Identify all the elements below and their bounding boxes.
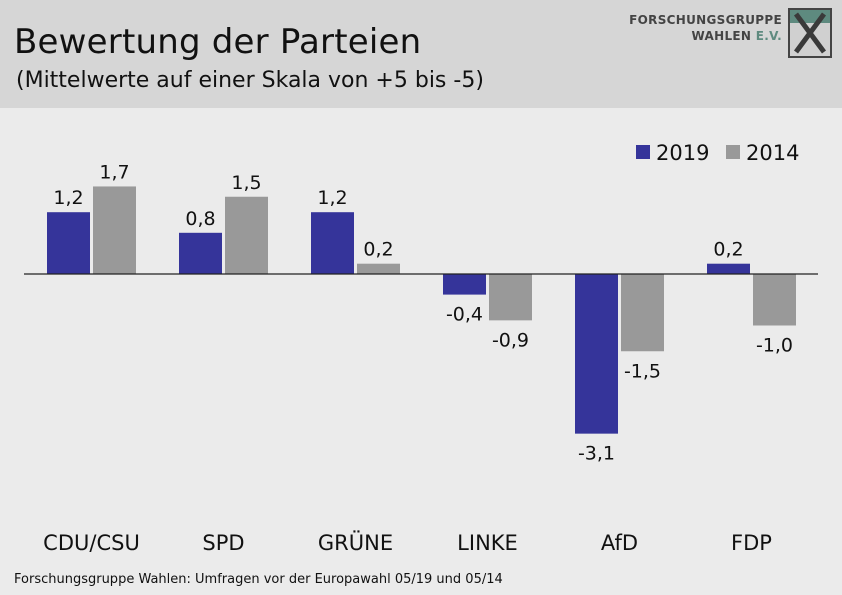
- bar-2019-afd: [575, 274, 618, 434]
- bar-2014-spd: [225, 196, 268, 274]
- legend: 2019 2014: [636, 141, 799, 165]
- x-tick-label: SPD: [202, 531, 244, 555]
- bar-chart: 2019 2014 1,2 1,7 0,8 1,5 1,2 0,2 -0,4 -0,9 -3,1 -…: [24, 141, 818, 555]
- data-label: -1,0: [756, 335, 793, 357]
- data-labels: 1,2 1,7 0,8 1,5 1,2 0,2 -0,4 -0,9 -3,1 -1,5 0,2 -1,…: [53, 161, 793, 464]
- bar-2019-gr-ne: [311, 212, 354, 274]
- bar-2014-cdu-csu: [93, 186, 136, 274]
- data-label: -0,4: [446, 304, 483, 326]
- data-label: -0,9: [492, 329, 529, 351]
- bar-2014-gr-ne: [357, 263, 400, 274]
- x-tick-label: CDU/CSU: [43, 531, 140, 555]
- x-axis-labels: CDU/CSU SPD GRÜNE LINKE AfD FDP: [43, 530, 772, 555]
- logo-text: FORSCHUNGSGRUPPE WAHLEN E.V.: [629, 12, 782, 44]
- bar-2019-spd: [179, 232, 222, 274]
- chart-title: Bewertung der Parteien: [14, 22, 422, 62]
- logo-line-2-accent: E.V.: [755, 29, 782, 43]
- source-note: Forschungsgruppe Wahlen: Umfragen vor de…: [14, 572, 503, 587]
- data-label: 1,7: [99, 161, 129, 183]
- bar-2019-linke: [443, 274, 486, 295]
- bar-2014-fdp: [753, 274, 796, 326]
- logo-x-icon: [788, 8, 832, 58]
- data-label: 1,2: [317, 187, 347, 209]
- data-label: 0,2: [713, 239, 743, 261]
- bars: [47, 186, 796, 434]
- x-tick-label: GRÜNE: [318, 530, 393, 555]
- data-label: 1,5: [231, 172, 261, 194]
- x-tick-label: FDP: [731, 531, 772, 555]
- logo: FORSCHUNGSGRUPPE WAHLEN E.V.: [629, 8, 832, 58]
- chart-subtitle: (Mittelwerte auf einer Skala von +5 bis …: [16, 68, 484, 93]
- data-label: -3,1: [578, 443, 615, 465]
- logo-line-1: FORSCHUNGSGRUPPE: [629, 13, 782, 27]
- x-tick-label: LINKE: [457, 531, 518, 555]
- legend-label-2014: 2014: [746, 141, 799, 165]
- legend-swatch-2019: [636, 145, 650, 159]
- data-label: 0,2: [363, 239, 393, 261]
- bar-2014-linke: [489, 274, 532, 321]
- bar-2014-afd: [621, 274, 664, 352]
- data-label: 0,8: [185, 208, 215, 230]
- logo-line-2: WAHLEN: [691, 29, 752, 43]
- legend-label-2019: 2019: [656, 141, 709, 165]
- legend-swatch-2014: [726, 145, 740, 159]
- bar-2019-fdp: [707, 263, 750, 274]
- bar-2019-cdu-csu: [47, 212, 90, 274]
- x-tick-label: AfD: [601, 531, 638, 555]
- data-label: 1,2: [53, 187, 83, 209]
- header-band: Bewertung der Parteien (Mittelwerte auf …: [0, 0, 842, 108]
- data-label: -1,5: [624, 360, 661, 382]
